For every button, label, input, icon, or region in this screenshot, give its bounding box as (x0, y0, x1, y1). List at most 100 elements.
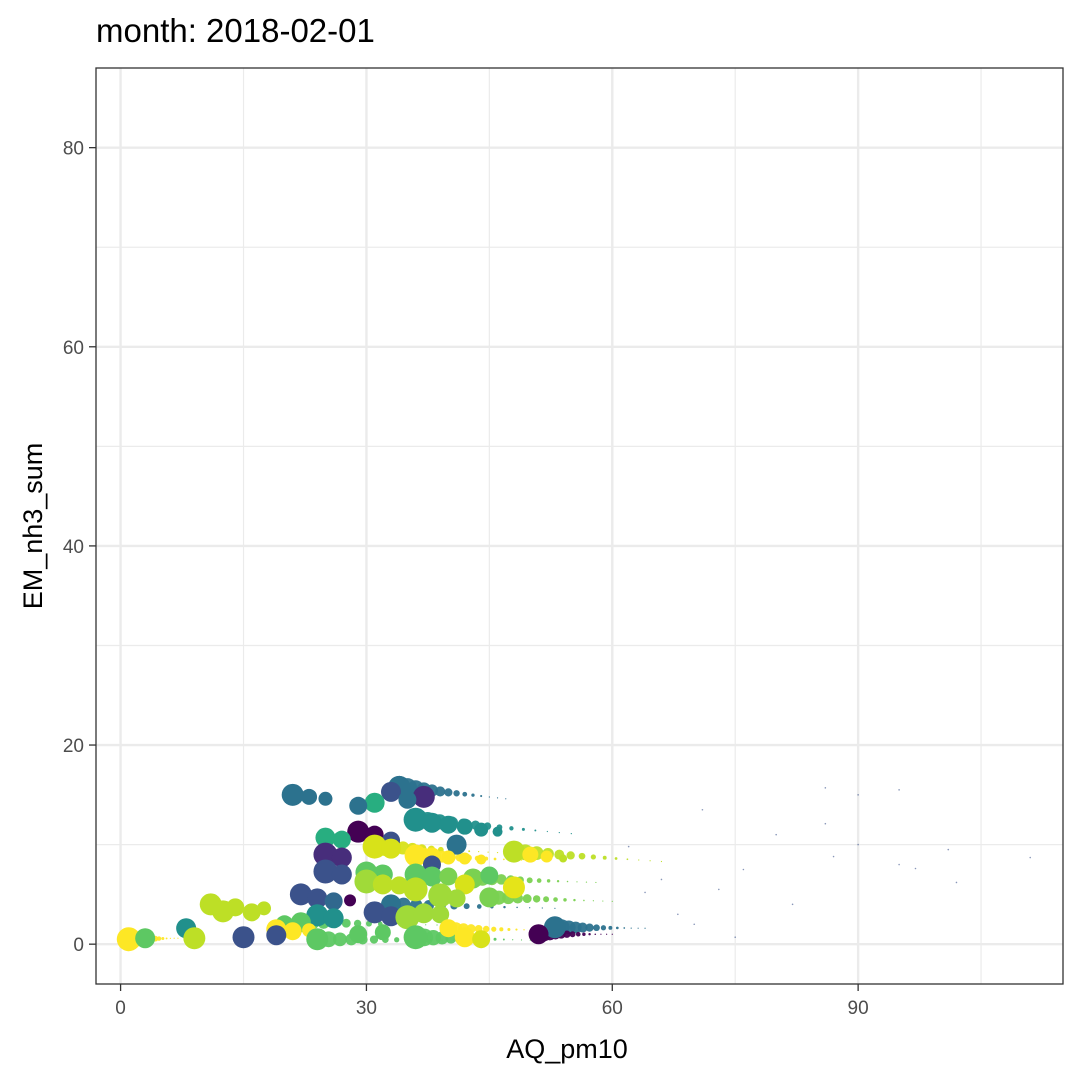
data-point (323, 908, 344, 929)
grid-minor (96, 68, 1063, 984)
data-point (381, 906, 402, 927)
data-point (283, 922, 302, 941)
trail-point (592, 900, 594, 902)
data-point (306, 928, 329, 951)
trail-point (595, 881, 597, 884)
trail-point (491, 926, 497, 932)
trail-point (578, 852, 586, 860)
trail-point (638, 859, 640, 861)
trail-point (436, 924, 438, 926)
y-tick-label: 0 (73, 935, 84, 956)
data-speck (914, 867, 917, 870)
trail-point (522, 894, 532, 904)
data-speck (742, 868, 745, 871)
plot-panel (96, 68, 1063, 984)
data-point (381, 838, 402, 859)
data-point (540, 850, 553, 863)
trail-point (558, 831, 560, 834)
data-point (458, 852, 471, 865)
trail-point (593, 924, 600, 932)
trail-point (585, 881, 588, 883)
data-point (344, 894, 357, 907)
trail-point (582, 932, 586, 936)
data-point (331, 847, 352, 868)
trail-point (177, 937, 179, 939)
trail-point (468, 850, 471, 853)
trail-point (502, 858, 505, 861)
trail-point (435, 786, 446, 797)
data-point (362, 834, 387, 859)
data-point (347, 820, 370, 843)
trail-point (173, 937, 175, 939)
data-speck (857, 843, 859, 846)
trail-point (478, 851, 480, 853)
data-point (412, 785, 435, 808)
trail-point (496, 851, 499, 854)
data-point (289, 883, 312, 906)
data-speck (832, 855, 835, 858)
data-point (454, 874, 475, 895)
data-speck (857, 794, 859, 796)
data-speck (824, 822, 827, 825)
data-point (403, 925, 428, 950)
y-tick-label: 40 (63, 537, 84, 558)
trail-point (566, 880, 569, 883)
x-tick-label: 0 (115, 998, 126, 1019)
trail-point (534, 829, 537, 832)
trail-point (169, 937, 171, 939)
trail-point (630, 927, 632, 929)
x-axis: 0 30 60 90 (115, 984, 869, 1019)
data-point (364, 792, 385, 813)
data-point (301, 788, 318, 805)
trail-point (614, 857, 618, 860)
data-speck (947, 848, 950, 851)
data-point (313, 859, 338, 884)
data-point (395, 905, 420, 930)
trail-point (626, 858, 629, 861)
trail-point (488, 796, 490, 798)
y-tick-label: 20 (63, 736, 84, 757)
trail-point (644, 927, 646, 929)
data-point (543, 916, 566, 939)
trail-point (637, 927, 639, 929)
data-point (331, 864, 352, 885)
data-point (232, 926, 255, 949)
trail-point (512, 939, 514, 941)
trail-point (493, 937, 497, 941)
data-point (421, 866, 442, 887)
trail-point (577, 922, 588, 933)
trail-point (573, 898, 576, 902)
data-speck (898, 863, 900, 866)
data-speck (701, 808, 704, 811)
trail-point (353, 919, 362, 928)
data-point (472, 930, 491, 949)
data-point (354, 869, 379, 894)
data-speck (734, 936, 737, 939)
trail-point (493, 857, 497, 861)
trail-point (509, 826, 514, 831)
trail-point (341, 918, 351, 928)
data-point (332, 830, 351, 849)
data-point (266, 925, 287, 946)
data-point (502, 840, 525, 863)
data-point (492, 826, 503, 837)
trail-point (576, 881, 578, 883)
trail-point (452, 939, 455, 941)
trail-point (553, 897, 558, 902)
trail-point (543, 896, 550, 903)
data-speck (955, 881, 958, 884)
data-point (439, 815, 458, 834)
data-point (374, 924, 391, 941)
data-point (439, 867, 458, 886)
data-point (363, 901, 386, 924)
data-point (480, 866, 499, 885)
trail-point (516, 906, 518, 909)
data-point (522, 846, 539, 863)
x-tick-label: 90 (848, 998, 869, 1019)
trail-point (441, 939, 443, 941)
trail-point (496, 874, 507, 885)
data-point (421, 812, 442, 833)
data-speck (644, 891, 646, 894)
data-point (502, 876, 525, 899)
trail-point (606, 933, 608, 935)
